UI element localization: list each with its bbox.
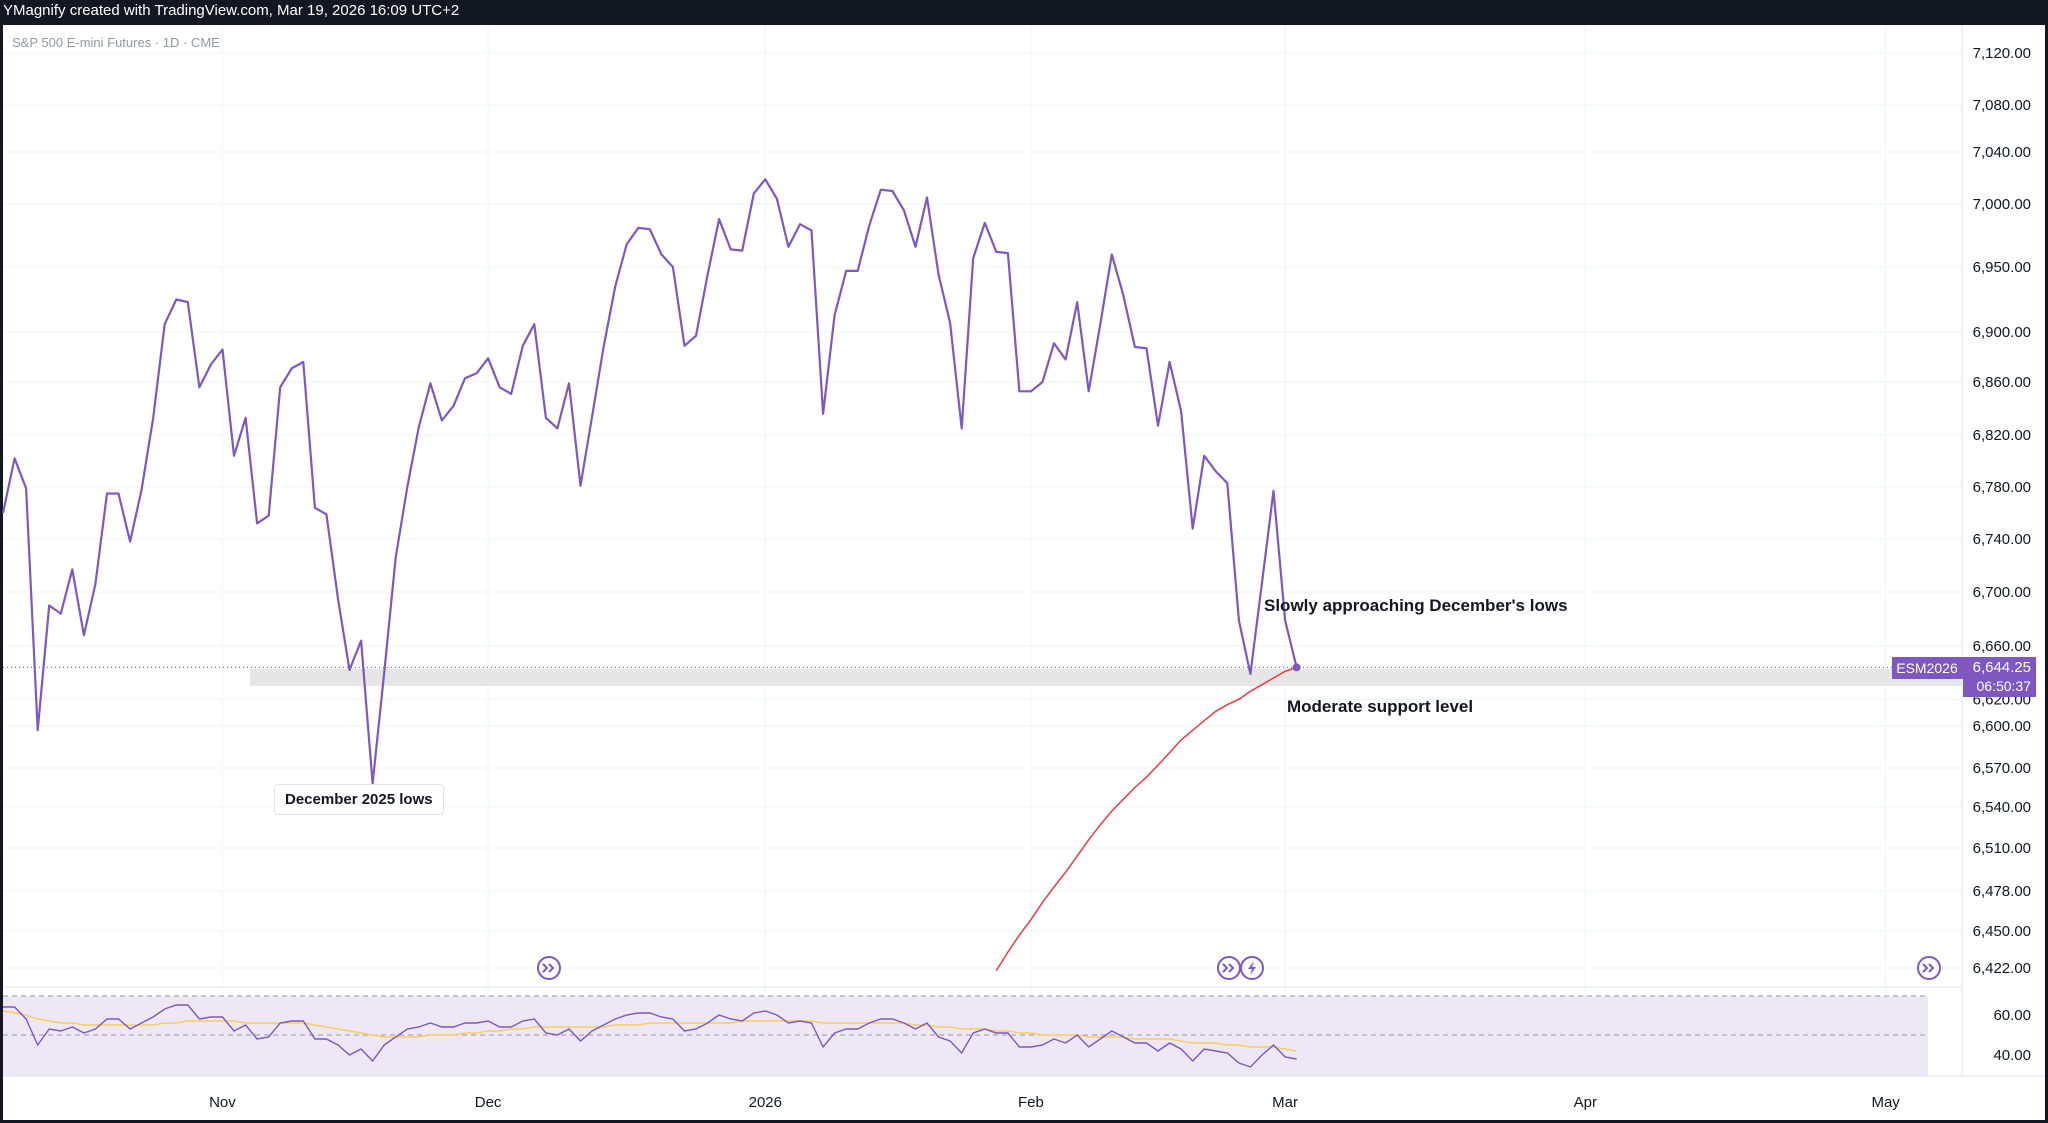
watermark-caption: YMagnify created with TradingView.com, M… <box>0 0 2048 25</box>
support-zone <box>3 666 1962 686</box>
december-lows-note: December 2025 lows <box>274 784 444 815</box>
chart-frame <box>0 25 2048 1123</box>
rsi-tick-label-0: 40.00 <box>1993 1047 2031 1064</box>
expiry-marker-icon-glyph <box>1222 963 1235 973</box>
dividend-marker-icon-glyph <box>542 963 555 973</box>
price-tick-label-19: 7,120.00 <box>1973 45 2031 62</box>
approaching-lows-note: Slowly approaching December's lows <box>1264 596 1568 615</box>
time-tick-label-6: May <box>1871 1094 1900 1111</box>
price-tick-label-14: 6,900.00 <box>1973 324 2031 341</box>
bar-countdown: 06:50:37 <box>1977 678 2032 694</box>
time-tick-label-0: Nov <box>209 1094 236 1111</box>
price-badge <box>1963 657 2036 697</box>
price-line <box>1 178 1301 785</box>
expiry-marker-icon[interactable] <box>1217 956 1241 980</box>
price-tick-label-17: 7,040.00 <box>1973 144 2031 161</box>
price-tick-label-13: 6,860.00 <box>1973 374 2031 391</box>
ma-series-line <box>995 666 1297 971</box>
last-price-value: 6,644.25 <box>1973 659 2031 676</box>
last-price-dot <box>1292 663 1301 672</box>
time-tick-label-5: Apr <box>1574 1094 1597 1111</box>
price-tick-label-0: 6,422.00 <box>1973 960 2031 977</box>
rsi-pane <box>3 986 1962 1077</box>
price-series-line <box>1 178 1298 785</box>
price-tick-label-11: 6,780.00 <box>1973 479 2031 496</box>
price-grid <box>3 25 1962 1076</box>
ticker-badge <box>1892 657 1963 679</box>
price-tick-label-18: 7,080.00 <box>1973 97 2031 114</box>
time-tick-label-2: 2026 <box>749 1094 782 1111</box>
price-tick-label-4: 6,540.00 <box>1973 799 2031 816</box>
rsi-value-line <box>3 1004 1297 1068</box>
price-tick-label-3: 6,510.00 <box>1973 840 2031 857</box>
price-tick-label-16: 7,000.00 <box>1973 196 2031 213</box>
lightning-icon[interactable] <box>1240 956 1264 980</box>
price-tick-label-12: 6,820.00 <box>1973 427 2031 444</box>
rsi-signal-line <box>2 1010 1297 1052</box>
price-tick-label-9: 6,700.00 <box>1973 584 2031 601</box>
price-tick-label-6: 6,600.00 <box>1973 718 2031 735</box>
event-markers[interactable] <box>537 956 1941 980</box>
dividend-marker-icon-ring <box>537 956 561 980</box>
future-event-marker-icon-glyph <box>1922 963 1935 973</box>
price-tick-label-15: 6,950.00 <box>1973 259 2031 276</box>
price-tick-label-1: 6,450.00 <box>1973 923 2031 940</box>
price-tick-label-2: 6,478.00 <box>1973 883 2031 900</box>
price-tick-label-10: 6,740.00 <box>1973 531 2031 548</box>
price-tick-label-5: 6,570.00 <box>1973 760 2031 777</box>
expiry-marker-icon-ring <box>1217 956 1241 980</box>
symbol-info[interactable]: S&P 500 E-mini Futures · 1D · CME <box>12 35 220 50</box>
lightning-icon-glyph <box>1248 961 1256 975</box>
support-level-note: Moderate support level <box>1287 697 1474 716</box>
future-event-marker-icon-ring <box>1917 956 1941 980</box>
rsi-lines <box>2 1004 1297 1068</box>
future-event-marker-icon[interactable] <box>1917 956 1941 980</box>
time-tick-label-4: Mar <box>1272 1094 1298 1111</box>
moving-average-line <box>995 666 1297 971</box>
time-tick-label-3: Feb <box>1018 1094 1044 1111</box>
rsi-band <box>3 996 1928 1076</box>
last-price-tag: ESM2026 6,644.25 06:50:37 <box>1892 657 2036 697</box>
support-zone-rect <box>250 668 1962 686</box>
price-axis[interactable]: 6,422.00 6,450.00 6,478.00 6,510.00 6,540.00… <box>1961 25 2031 1076</box>
time-axis[interactable]: NovDec2026FebMarAprMayJun <box>3 1075 2048 1111</box>
ticker-label: ESM2026 <box>1896 660 1958 676</box>
price-tick-label-8: 6,660.00 <box>1973 638 2031 655</box>
dividend-marker-icon[interactable] <box>537 956 561 980</box>
time-tick-label-1: Dec <box>475 1094 502 1111</box>
rsi-tick-label-1: 60.00 <box>1993 1007 2031 1024</box>
